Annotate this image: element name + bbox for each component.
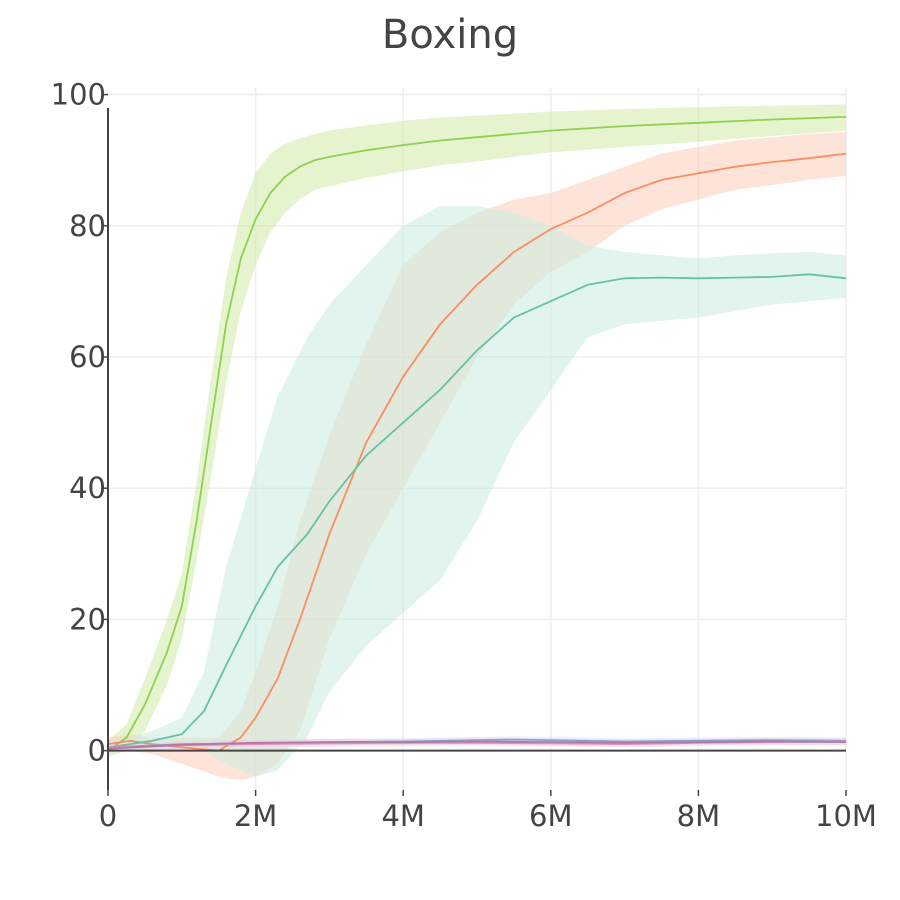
y-tick-label: 0 [88, 734, 106, 768]
y-tick-label: 80 [69, 209, 106, 243]
axis-layer [107, 108, 846, 790]
x-tick-label: 4M [381, 799, 424, 833]
y-tick-label: 100 [51, 78, 106, 112]
x-tick-label: 8M [677, 799, 720, 833]
x-tick-label: 2M [234, 799, 277, 833]
series-3-line [107, 273, 847, 749]
series-1-line [107, 116, 847, 752]
x-tick-label: 0 [99, 799, 117, 833]
tick-layer: 0 2M 4M 6M 8M 10M 0 20 40 60 80 100 [51, 78, 877, 833]
y-tick-label: 40 [69, 471, 106, 505]
series-3-band [108, 206, 846, 777]
y-tick-label: 60 [69, 340, 106, 374]
x-tick-label: 6M [529, 799, 572, 833]
chart-title: Boxing [381, 12, 519, 58]
x-tick-label: 10M [815, 799, 877, 833]
series-6-line [107, 740, 847, 750]
y-tick-label: 20 [69, 602, 106, 636]
